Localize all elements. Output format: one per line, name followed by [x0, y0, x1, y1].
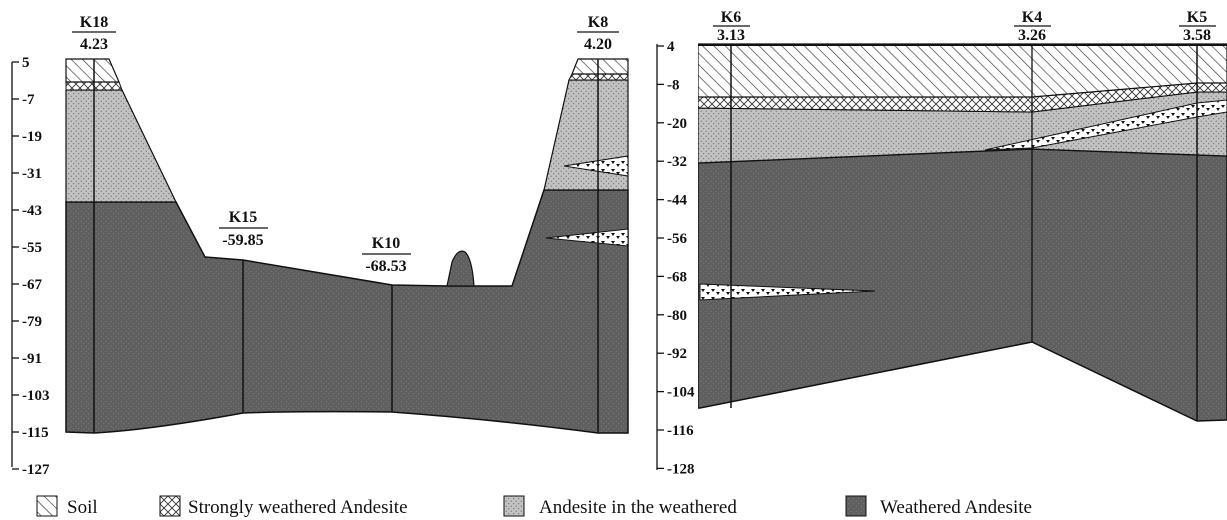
right-axis: 4 -8 -20 -32 -44 -56 -68 -80 -92 -104 -116 -128 [656, 39, 695, 477]
borehole-elevation: -59.85 [222, 232, 263, 249]
left-lens-lower [545, 228, 629, 247]
borehole-name: K6 [721, 9, 741, 26]
axis-tick-label: -91 [22, 351, 42, 367]
borehole-elevation: 4.20 [584, 36, 612, 53]
axis-tick-label: -67 [22, 277, 42, 293]
legend-item-weathered-andesite: Weathered Andesite [845, 495, 1032, 518]
axis-tick-label: -103 [22, 388, 50, 404]
axis-tick-label: 4 [667, 39, 675, 55]
axis-tick-label: 5 [22, 55, 30, 71]
axis-tick-label: -32 [667, 154, 687, 170]
left-light-andesite-left [65, 89, 177, 203]
axis-tick-label: -31 [22, 166, 42, 182]
borehole-elevation: 4.23 [80, 36, 108, 53]
axis-tick-label: -55 [22, 240, 42, 256]
left-axis: 5 -7 -19 -31 -43 -55 -67 -79 -91 -103 -115 -127 [11, 55, 50, 478]
left-soil-left [65, 58, 120, 83]
borehole-name: K10 [372, 235, 400, 252]
axis-tick-label: -8 [667, 77, 680, 93]
left-soil-right [571, 58, 629, 75]
legend-label: Strongly weathered Andesite [188, 497, 408, 518]
borehole-label-k10: K10 -68.53 [362, 235, 411, 275]
right-lens-lower [699, 283, 876, 301]
borehole-name: K15 [229, 209, 257, 226]
borehole-elevation: 3.58 [1183, 27, 1211, 44]
axis-tick-label: -19 [22, 129, 42, 145]
axis-tick-label: -104 [667, 385, 695, 401]
axis-tick-label: -43 [22, 203, 42, 219]
axis-tick-label: -80 [667, 308, 687, 324]
borehole-name: K8 [588, 14, 608, 31]
borehole-label-k6: K6 3.13 [713, 9, 750, 44]
axis-tick-label: -56 [667, 231, 687, 247]
legend-item-soil: Soil [36, 495, 98, 518]
axis-tick-label: -20 [667, 116, 687, 132]
legend: Soil Strongly weathered Andesite Andesit… [36, 495, 1032, 518]
borehole-name: K4 [1022, 9, 1042, 26]
legend-label: Andesite in the weathered [539, 497, 737, 518]
borehole-elevation: 3.13 [717, 27, 745, 44]
axis-tick-label: -127 [22, 462, 50, 478]
left-weathered-andesite-layer [65, 189, 629, 434]
left-lens-upper [563, 155, 629, 177]
right-cross-section: 4 -8 -20 -32 -44 -56 -68 -80 -92 -104 -116 -128 K6 … [656, 9, 1227, 477]
borehole-label-k5: K5 3.58 [1179, 9, 1216, 44]
legend-label: Soil [67, 497, 98, 518]
axis-tick-label: -7 [22, 92, 35, 108]
legend-item-strongly-weathered: Strongly weathered Andesite [159, 495, 408, 518]
borehole-label-k4: K4 3.26 [1014, 9, 1051, 44]
borehole-elevation: -68.53 [365, 258, 406, 275]
borehole-name: K18 [80, 14, 108, 31]
left-knob-mass [446, 250, 475, 287]
borehole-name: K5 [1187, 9, 1207, 26]
axis-tick-label: -92 [667, 346, 687, 362]
axis-tick-label: -128 [667, 461, 695, 477]
borehole-label-k15: K15 -59.85 [219, 209, 268, 249]
borehole-label-k18: K18 4.23 [72, 14, 116, 53]
axis-tick-label: -44 [667, 193, 687, 209]
borehole-elevation: 3.26 [1018, 27, 1046, 44]
axis-tick-label: -79 [22, 314, 42, 330]
legend-label: Weathered Andesite [880, 497, 1032, 518]
axis-tick-label: -68 [667, 269, 687, 285]
legend-item-andesite-in-weathered: Andesite in the weathered [503, 495, 737, 518]
axis-tick-label: -115 [22, 425, 49, 441]
right-weathered-andesite-layer [698, 148, 1227, 422]
axis-tick-label: -116 [667, 423, 694, 439]
left-cross-section: 5 -7 -19 -31 -43 -55 -67 -79 -91 -103 -115 -127 K18… [11, 14, 629, 478]
borehole-label-k8: K8 4.20 [577, 14, 619, 53]
